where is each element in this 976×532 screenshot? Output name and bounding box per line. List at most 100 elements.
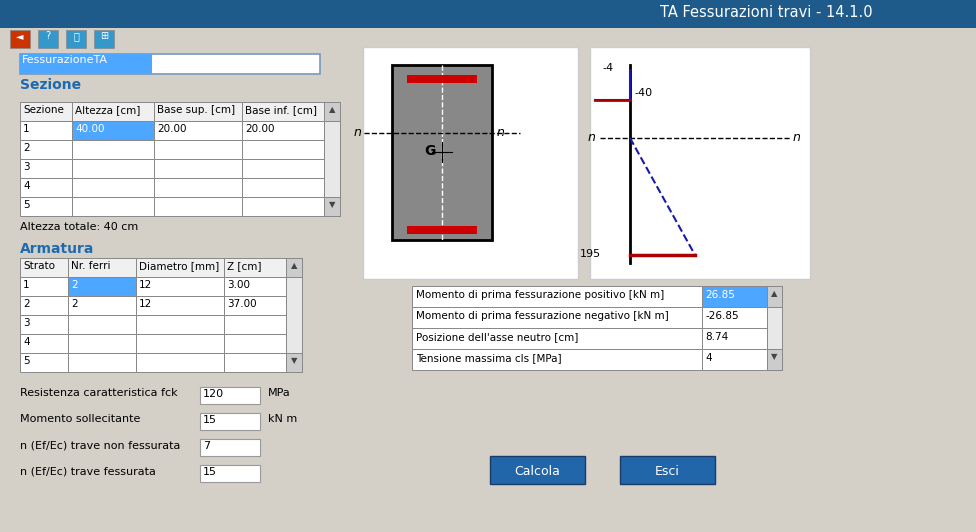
Text: 1: 1	[23, 280, 29, 290]
Text: 2: 2	[71, 280, 78, 290]
Bar	[242, 140, 324, 159]
Bar	[224, 334, 286, 353]
Text: n: n	[354, 126, 362, 139]
Text: MPa: MPa	[268, 388, 291, 398]
Bar	[38, 30, 58, 48]
Bar	[20, 178, 72, 197]
Text: ?: ?	[46, 31, 51, 41]
Bar	[66, 30, 86, 48]
Bar	[286, 353, 302, 372]
Text: Z [cm]: Z [cm]	[227, 261, 262, 271]
Text: Resistenza caratteristica fck: Resistenza caratteristica fck	[20, 388, 178, 398]
Bar	[286, 258, 302, 277]
Bar	[68, 277, 136, 296]
Bar	[702, 349, 767, 370]
Bar	[20, 140, 72, 159]
Bar	[412, 307, 702, 328]
Text: 120: 120	[203, 389, 224, 399]
Text: 8.74: 8.74	[705, 332, 728, 342]
Bar	[224, 258, 286, 277]
Bar	[412, 349, 702, 370]
Bar	[68, 258, 136, 277]
Bar	[412, 286, 702, 307]
Text: 195: 195	[580, 249, 601, 259]
Text: -4: -4	[602, 63, 613, 73]
Bar	[242, 197, 324, 216]
Bar	[363, 47, 578, 279]
Text: Armatura: Armatura	[20, 242, 95, 256]
Text: 4: 4	[705, 353, 712, 363]
Bar	[20, 121, 72, 140]
Bar	[72, 121, 154, 140]
Bar	[68, 353, 136, 372]
Bar	[136, 353, 224, 372]
Text: kN m: kN m	[268, 414, 298, 424]
Text: 26.85: 26.85	[705, 290, 735, 300]
Bar	[224, 353, 286, 372]
Text: ⬜: ⬜	[73, 31, 79, 41]
Text: Calcola: Calcola	[514, 465, 560, 478]
Bar	[767, 349, 782, 370]
Bar	[20, 102, 72, 121]
Text: 20.00: 20.00	[157, 124, 186, 134]
Bar	[767, 286, 782, 370]
Text: ▼: ▼	[329, 200, 335, 209]
Bar	[72, 102, 154, 121]
Text: 37.00: 37.00	[227, 299, 257, 309]
Bar	[490, 456, 585, 484]
Bar	[200, 387, 260, 404]
Bar	[242, 178, 324, 197]
Bar	[412, 328, 702, 349]
Text: Strato: Strato	[23, 261, 55, 271]
Text: 5: 5	[23, 356, 29, 366]
Bar	[702, 328, 767, 349]
Bar	[72, 159, 154, 178]
Bar	[224, 315, 286, 334]
Bar	[242, 102, 324, 121]
Text: 2: 2	[71, 299, 78, 309]
Bar	[242, 159, 324, 178]
Bar	[154, 102, 242, 121]
Text: TA Fessurazioni travi - 14.1.0: TA Fessurazioni travi - 14.1.0	[660, 5, 873, 20]
Text: 2: 2	[23, 143, 29, 153]
Text: Sezione: Sezione	[23, 105, 63, 115]
Text: Sezione: Sezione	[20, 78, 81, 92]
Text: 4: 4	[23, 181, 29, 191]
Bar	[136, 258, 224, 277]
Bar	[20, 277, 68, 296]
Text: -26.85: -26.85	[705, 311, 739, 321]
Text: Diametro [mm]: Diametro [mm]	[139, 261, 220, 271]
Bar	[590, 47, 810, 279]
Text: -40: -40	[634, 88, 652, 98]
Bar	[72, 197, 154, 216]
Text: Momento di prima fessurazione negativo [kN m]: Momento di prima fessurazione negativo […	[416, 311, 669, 321]
Bar	[20, 54, 320, 74]
Text: 7: 7	[203, 441, 210, 451]
Bar	[224, 296, 286, 315]
Text: 15: 15	[203, 467, 217, 477]
Text: Altezza [cm]: Altezza [cm]	[75, 105, 141, 115]
Text: n: n	[793, 131, 801, 144]
Text: 4: 4	[23, 337, 29, 347]
Bar	[242, 121, 324, 140]
Bar	[392, 65, 492, 240]
Text: 3: 3	[23, 162, 29, 172]
Text: Esci: Esci	[655, 465, 679, 478]
Text: n: n	[497, 126, 505, 139]
Bar	[0, 28, 976, 52]
Text: Tensione massima cls [MPa]: Tensione massima cls [MPa]	[416, 353, 561, 363]
Bar	[136, 334, 224, 353]
Text: ⊞: ⊞	[100, 31, 108, 41]
Text: FessurazioneTA: FessurazioneTA	[22, 55, 108, 65]
Text: ▲: ▲	[291, 261, 298, 270]
Text: 3: 3	[23, 318, 29, 328]
Bar	[154, 159, 242, 178]
Bar	[20, 353, 68, 372]
Bar	[200, 413, 260, 430]
Bar	[324, 197, 340, 216]
Text: 12: 12	[139, 299, 152, 309]
Text: ▼: ▼	[771, 352, 777, 361]
Bar	[136, 315, 224, 334]
Text: ▲: ▲	[329, 105, 335, 114]
Bar	[407, 226, 477, 234]
